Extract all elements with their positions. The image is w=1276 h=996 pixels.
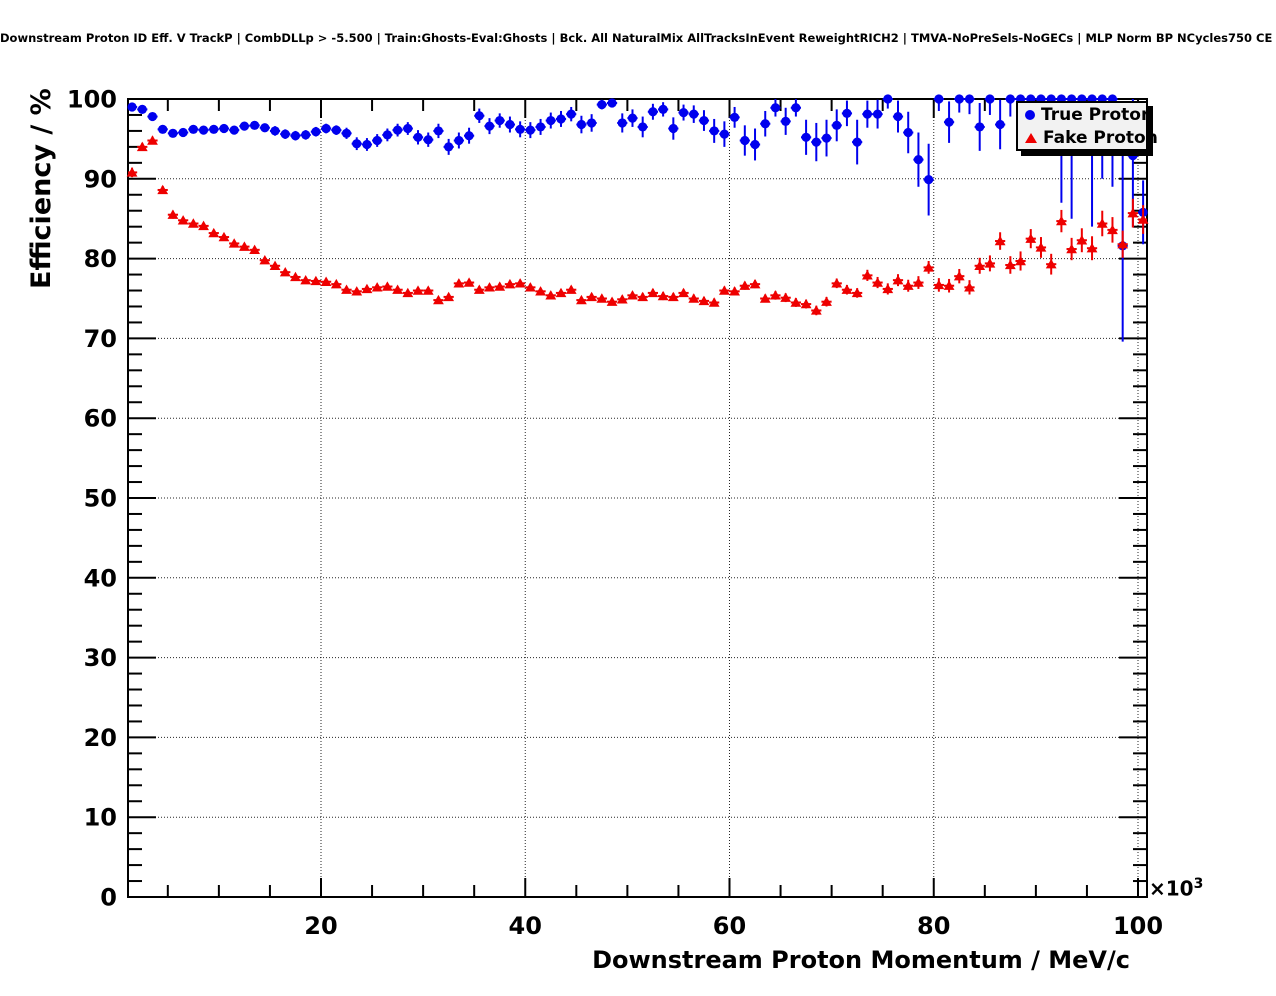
series-true-proton — [127, 94, 1148, 342]
series-fake-proton — [126, 135, 1149, 316]
svg-text:60: 60 — [713, 912, 746, 940]
multiplier-exponent: 3 — [1193, 876, 1204, 892]
legend-label: True Proton — [1041, 104, 1154, 125]
axis-ticks — [128, 98, 1147, 898]
svg-text:70: 70 — [84, 325, 117, 353]
axis-tick-labels: 0 10 20 30 40 50 60 70 80 90 100 20 40 60 80 100 — [67, 86, 1163, 941]
svg-text:20: 20 — [84, 724, 117, 752]
svg-text:30: 30 — [84, 644, 117, 672]
svg-text:40: 40 — [84, 564, 117, 592]
y-axis-title: Efficiency / % — [26, 88, 57, 289]
plot-title: Downstream Proton ID Eff. V TrackP | Com… — [0, 31, 1276, 45]
legend-entry-true-proton: True Proton — [1018, 103, 1153, 126]
legend-box: True Proton Fake Proton — [1016, 101, 1158, 151]
x-axis-multiplier: ×103 — [1149, 876, 1203, 901]
svg-text:100: 100 — [1113, 912, 1163, 940]
x-axis-title: Downstream Proton Momentum / MeV/c — [592, 946, 1130, 974]
legend-label: Fake Proton — [1043, 127, 1158, 148]
plot-frame — [127, 98, 1148, 898]
svg-text:90: 90 — [84, 165, 117, 193]
gridlines — [128, 99, 1147, 897]
svg-text:10: 10 — [84, 804, 117, 832]
fake-proton-marker-icon — [1025, 132, 1037, 143]
svg-text:20: 20 — [304, 912, 337, 940]
svg-text:50: 50 — [84, 485, 117, 513]
true-proton-marker-icon — [1025, 109, 1035, 120]
svg-text:0: 0 — [100, 884, 117, 912]
legend-entry-fake-proton: Fake Proton — [1018, 126, 1158, 149]
svg-text:60: 60 — [84, 405, 117, 433]
svg-text:80: 80 — [84, 245, 117, 273]
svg-text:80: 80 — [917, 912, 950, 940]
multiplier-base: ×10 — [1149, 876, 1194, 901]
svg-text:40: 40 — [509, 912, 542, 940]
svg-text:100: 100 — [67, 86, 117, 114]
